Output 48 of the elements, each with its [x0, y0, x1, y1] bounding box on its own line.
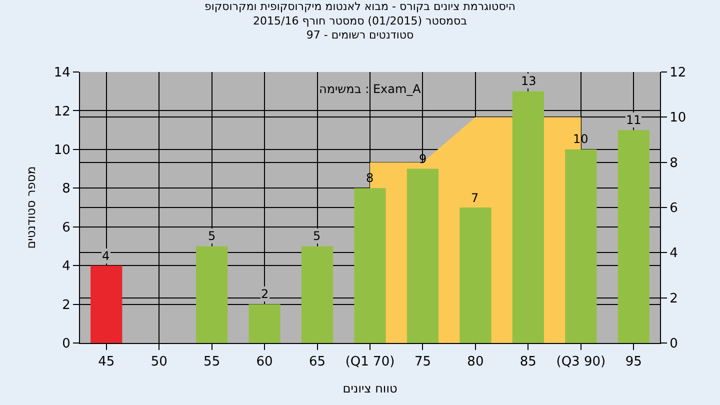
y-tick-label: 8 — [62, 182, 70, 197]
y-tick-label: 6 — [62, 220, 70, 236]
bar — [248, 304, 280, 343]
y-tick-label: 2 — [62, 298, 70, 313]
chart-subtitle: בסמסטר (01/2015) סמסטר חורף 2015/16 סטודנטים רשומים - 97 — [253, 14, 467, 42]
y2-tick-label: 0 — [670, 336, 678, 352]
bar — [301, 246, 334, 343]
bar — [460, 208, 492, 343]
data-label: 5 — [208, 229, 216, 243]
x-tick-label: 85 — [520, 354, 536, 370]
x-tick-label: 80 — [467, 354, 484, 370]
data-label: 11 — [626, 113, 642, 127]
x-tick-label: 50 — [150, 354, 168, 370]
data-label: 13 — [521, 74, 536, 88]
x-tick-label: (Q3 90) — [556, 354, 606, 370]
chart-title: היסטוגרמת ציונים בקורס - מבוא לאנטומ מיקרוסקופית ומקרוסקופ — [204, 0, 516, 14]
y2-tick-label: 2 — [670, 291, 678, 306]
data-label: 2 — [261, 287, 269, 301]
x-tick-label: (Q1 70) — [345, 354, 395, 370]
bar — [196, 246, 228, 343]
data-label: 4 — [102, 249, 110, 263]
bar — [90, 266, 122, 343]
bar — [565, 149, 597, 343]
x-axis-title: טווח ציונים — [342, 382, 398, 396]
y2-tick-label: 6 — [670, 201, 678, 216]
bar — [406, 168, 439, 343]
bar — [618, 130, 650, 343]
y-axis-title: מספר סטודנטים — [24, 166, 38, 249]
x-tick-label: 45 — [98, 354, 115, 370]
x-tick-label: 95 — [625, 354, 642, 370]
data-label: 5 — [313, 229, 321, 243]
x-tick-label: 65 — [308, 354, 326, 370]
bar — [354, 188, 386, 343]
y2-tick-label: 4 — [670, 246, 678, 262]
x-tick-label: 55 — [204, 354, 220, 370]
y-tick-label: 12 — [54, 104, 70, 120]
y-tick-label: 4 — [62, 259, 70, 274]
x-tick-label: 60 — [256, 354, 273, 370]
y2-tick-label: 8 — [670, 156, 678, 171]
y-tick-label: 10 — [54, 142, 70, 158]
y2-tick-label: 10 — [670, 110, 686, 126]
annotation: במשימה : Exam_A — [319, 82, 422, 96]
y2-tick-label: 12 — [670, 66, 686, 81]
bar — [512, 91, 544, 343]
y-tick-label: 14 — [54, 66, 70, 81]
y-tick-label: 0 — [62, 336, 70, 352]
x-tick-label: 75 — [414, 354, 432, 370]
data-label: 7 — [471, 191, 479, 205]
